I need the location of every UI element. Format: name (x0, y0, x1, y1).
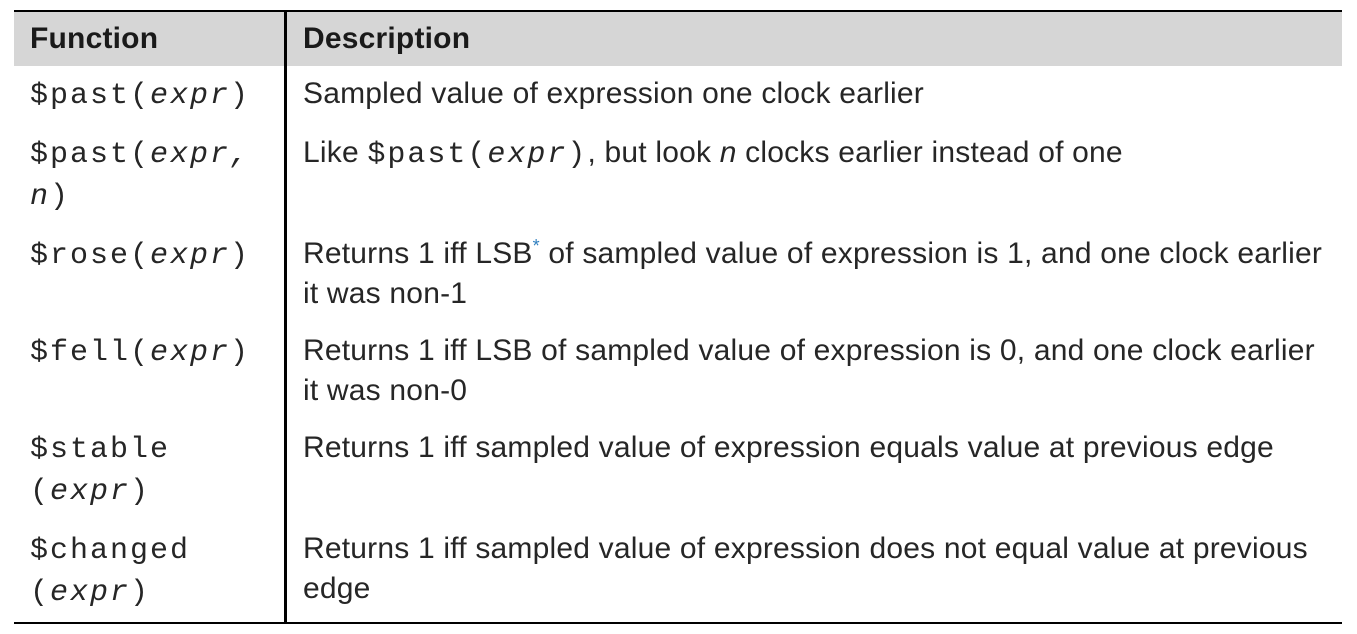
table-row: $rose(expr)Returns 1 iff LSB* of sampled… (14, 226, 1342, 323)
func-arg: expr (150, 239, 230, 273)
func-arg: expr (50, 576, 130, 610)
function-cell: $past(expr, n) (14, 125, 286, 226)
table-row: $changed (expr) Returns 1 iff sampled valu… (14, 521, 1342, 623)
func-arg: expr (150, 79, 230, 113)
header-description: Description (286, 11, 1343, 66)
func-code: $rose( (30, 239, 150, 273)
func-code: $fell( (30, 336, 150, 370)
table-body: $past(expr)Sampled value of expression o… (14, 66, 1342, 623)
description-text: , but look (587, 136, 719, 169)
func-code: $past( (30, 79, 150, 113)
func-code: ) (130, 576, 150, 610)
description-cell: Returns 1 iff LSB of sampled value of ex… (286, 323, 1343, 420)
func-arg: expr, (150, 138, 250, 172)
function-cell: $changed (expr) (14, 521, 286, 623)
functions-table: Function Description $past(expr)Sampled … (14, 10, 1342, 624)
table-row: $fell(expr)Returns 1 iff LSB of sampled … (14, 323, 1342, 420)
description-cell: Like $past(expr), but look n clocks earl… (286, 125, 1343, 226)
table-row: $past(expr) Sampled value of expression o… (14, 66, 1342, 125)
func-code: ) (230, 239, 250, 273)
description-text: clocks earlier instead of one (737, 136, 1123, 169)
inline-code: expr (487, 138, 567, 172)
func-code: ( (30, 475, 50, 509)
description-text: Like (303, 136, 367, 169)
table-row: $stable (expr) Returns 1 iff sampled value… (14, 420, 1342, 521)
func-code: ) (50, 180, 70, 214)
description-cell: Returns 1 iff sampled value of expressio… (286, 420, 1343, 521)
description-text: Returns 1 iff LSB (303, 237, 533, 270)
table-row: $past(expr,n)Like $past(expr), but look … (14, 125, 1342, 226)
table-header-row: Function Description (14, 11, 1342, 66)
func-code: $changed (30, 534, 190, 568)
function-cell: $fell(expr) (14, 323, 286, 420)
func-code: ) (130, 475, 150, 509)
func-code: ) (230, 79, 250, 113)
function-cell: $stable (expr) (14, 420, 286, 521)
func-arg: n (30, 180, 50, 214)
description-text: Sampled value of expression one clock ea… (303, 77, 924, 110)
func-code: ) (230, 336, 250, 370)
function-cell: $rose(expr) (14, 226, 286, 323)
description-text: Returns 1 iff sampled value of expressio… (303, 532, 1308, 606)
func-code: $stable (30, 433, 170, 467)
header-function: Function (14, 11, 286, 66)
inline-code: $past( (367, 138, 487, 172)
description-cell: Returns 1 iff sampled value of expressio… (286, 521, 1343, 623)
description-cell: Returns 1 iff LSB* of sampled value of e… (286, 226, 1343, 323)
func-code: $past( (30, 138, 150, 172)
description-text: n (720, 136, 737, 169)
func-arg: expr (50, 475, 130, 509)
footnote-asterisk: * (533, 236, 540, 256)
description-text: Returns 1 iff sampled value of expressio… (303, 431, 1274, 464)
description-text: Returns 1 iff LSB of sampled value of ex… (303, 334, 1315, 408)
inline-code: ) (567, 138, 587, 172)
func-code: ( (30, 576, 50, 610)
description-cell: Sampled value of expression one clock ea… (286, 66, 1343, 125)
function-cell: $past(expr) (14, 66, 286, 125)
func-arg: expr (150, 336, 230, 370)
